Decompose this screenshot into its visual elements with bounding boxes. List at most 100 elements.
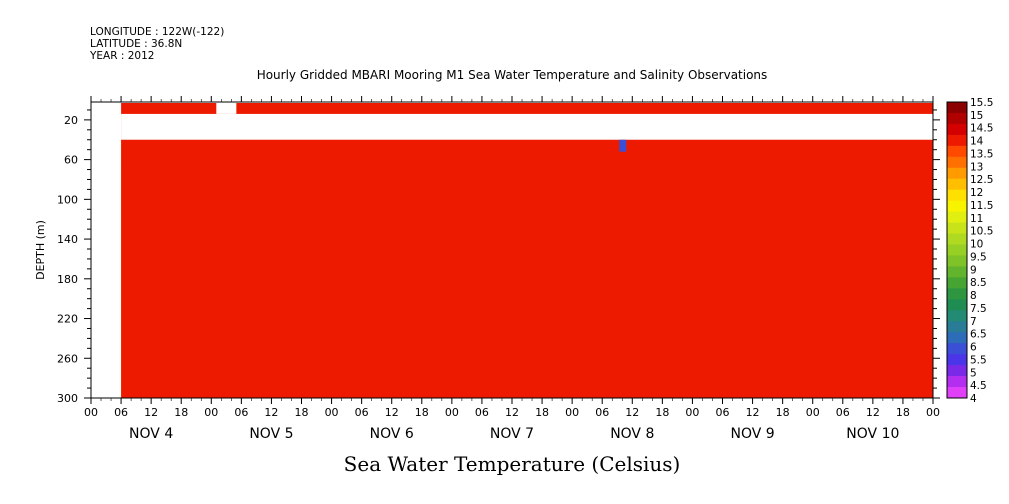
colorbar-label: 7.5 bbox=[970, 303, 987, 315]
x-tick-label: 00 bbox=[445, 406, 459, 419]
colorbar-swatch bbox=[947, 343, 967, 355]
x-tick-label: 18 bbox=[655, 406, 669, 419]
x-tick-label: 06 bbox=[475, 406, 489, 419]
x-tick-label: 06 bbox=[114, 406, 128, 419]
colorbar-label: 9 bbox=[970, 264, 977, 276]
colorbar-label: 10 bbox=[970, 239, 983, 251]
colorbar-label: 14.5 bbox=[970, 123, 993, 135]
colorbar-swatch bbox=[947, 376, 967, 388]
colorbar-swatch bbox=[947, 211, 967, 224]
x-tick-label: 00 bbox=[806, 406, 820, 419]
x-day-label: NOV 8 bbox=[610, 426, 654, 442]
colorbar-label: 8.5 bbox=[970, 277, 987, 289]
x-tick-label: 00 bbox=[565, 406, 579, 419]
x-tick-label: 06 bbox=[716, 406, 730, 419]
x-tick-label: 12 bbox=[144, 406, 158, 419]
colorbar-label: 5 bbox=[970, 367, 977, 379]
colorbar-label: 13.5 bbox=[970, 148, 993, 160]
x-tick-label: 12 bbox=[746, 406, 760, 419]
y-tick-label: 260 bbox=[57, 352, 78, 365]
colorbar-label: 11 bbox=[970, 213, 983, 225]
colorbar-label: 13 bbox=[970, 161, 983, 173]
x-tick-label: 18 bbox=[295, 406, 309, 419]
colorbar-label: 12 bbox=[970, 187, 983, 199]
y-tick-label: 220 bbox=[57, 313, 78, 326]
x-day-label: NOV 9 bbox=[730, 426, 774, 442]
colorbar-swatch bbox=[947, 277, 967, 289]
colorbar-title: Sea Water Temperature (Celsius) bbox=[343, 452, 681, 476]
x-tick-label: 00 bbox=[84, 406, 98, 419]
colorbar-label: 12.5 bbox=[970, 174, 993, 186]
colorbar-swatch bbox=[947, 244, 967, 256]
colorbar-label: 4.5 bbox=[970, 380, 987, 392]
x-tick-label: 00 bbox=[685, 406, 699, 419]
x-tick-label: 18 bbox=[535, 406, 549, 419]
x-day-label: NOV 4 bbox=[129, 426, 173, 442]
colorbar-frame bbox=[946, 101, 968, 399]
y-axis-label: DEPTH (m) bbox=[34, 220, 47, 280]
x-tick-label: 06 bbox=[836, 406, 850, 419]
x-tick-label: 12 bbox=[385, 406, 399, 419]
colorbar-swatch bbox=[947, 288, 967, 300]
colorbar-label: 6.5 bbox=[970, 329, 987, 341]
colorbar-swatch bbox=[947, 178, 967, 191]
y-tick-label: 180 bbox=[57, 273, 78, 286]
colorbar-swatch bbox=[947, 189, 967, 202]
colorbar-swatch bbox=[947, 387, 967, 399]
colorbar-swatch bbox=[947, 134, 967, 147]
cold-anomaly bbox=[619, 139, 627, 152]
colorbar-label: 15.5 bbox=[970, 97, 993, 109]
colorbar-label: 14 bbox=[970, 136, 984, 148]
x-tick-label: 06 bbox=[355, 406, 369, 419]
colorbar-label: 10.5 bbox=[970, 226, 993, 238]
colorbar-swatch bbox=[947, 299, 967, 311]
colorbar-swatch bbox=[947, 102, 967, 114]
x-tick-label: 12 bbox=[625, 406, 639, 419]
chart-title: Hourly Gridded MBARI Mooring M1 Sea Wate… bbox=[256, 68, 768, 82]
y-tick-label: 60 bbox=[64, 154, 78, 167]
x-tick-label: 18 bbox=[415, 406, 429, 419]
y-tick-label: 100 bbox=[57, 193, 78, 206]
colorbar-label: 7 bbox=[970, 316, 977, 328]
x-axis: 00 06 12 18 00 06 12 18 00 06 12 18 00 06 12 18 00 06 12 18… bbox=[84, 96, 940, 442]
colorbar-swatch bbox=[947, 321, 967, 333]
colorbar-swatch bbox=[947, 123, 967, 136]
colorbar-swatch bbox=[947, 354, 967, 366]
colorbar-swatch bbox=[947, 332, 967, 344]
x-day-label: NOV 6 bbox=[370, 426, 414, 442]
colorbar-label: 4 bbox=[970, 393, 977, 405]
y-axis: 20 60 100 140 180 220 260 300 bbox=[57, 109, 940, 405]
x-tick-label: 00 bbox=[325, 406, 339, 419]
colorbar-label: 9.5 bbox=[970, 251, 987, 263]
colorbar-swatch bbox=[947, 310, 967, 322]
colorbar-swatch bbox=[947, 156, 967, 169]
colorbar-swatch bbox=[947, 255, 967, 267]
y-tick-label: 300 bbox=[57, 392, 78, 405]
colorbar-swatch bbox=[947, 200, 967, 213]
x-day-label: NOV 5 bbox=[249, 426, 293, 442]
x-tick-label: 18 bbox=[174, 406, 188, 419]
latitude-label: LATITUDE : 36.8N bbox=[90, 38, 183, 50]
colorbar-swatch bbox=[947, 112, 967, 125]
y-tick-label: 20 bbox=[64, 114, 78, 127]
colorbar-label: 6 bbox=[970, 342, 977, 354]
colorbar-swatch bbox=[947, 145, 967, 158]
colorbar: 15.51514.51413.51312.51211.51110.5109.59… bbox=[946, 97, 993, 405]
colorbar-label: 8 bbox=[970, 290, 977, 302]
x-day-label: NOV 7 bbox=[490, 426, 534, 442]
x-tick-label: 18 bbox=[896, 406, 910, 419]
surface-gap bbox=[216, 102, 237, 114]
x-tick-label: 06 bbox=[595, 406, 609, 419]
colorbar-swatch bbox=[947, 167, 967, 180]
plot-layers bbox=[121, 102, 933, 398]
colorbar-swatch bbox=[947, 266, 967, 278]
colorbar-label: 11.5 bbox=[970, 200, 993, 212]
longitude-label: LONGITUDE : 122W(-122) bbox=[90, 26, 225, 38]
y-tick-label: 140 bbox=[57, 233, 78, 246]
x-day-label: NOV 10 bbox=[846, 426, 899, 442]
x-tick-label: 06 bbox=[234, 406, 248, 419]
colorbar-label: 5.5 bbox=[970, 354, 987, 366]
x-tick-label: 00 bbox=[926, 406, 940, 419]
x-tick-label: 12 bbox=[264, 406, 278, 419]
